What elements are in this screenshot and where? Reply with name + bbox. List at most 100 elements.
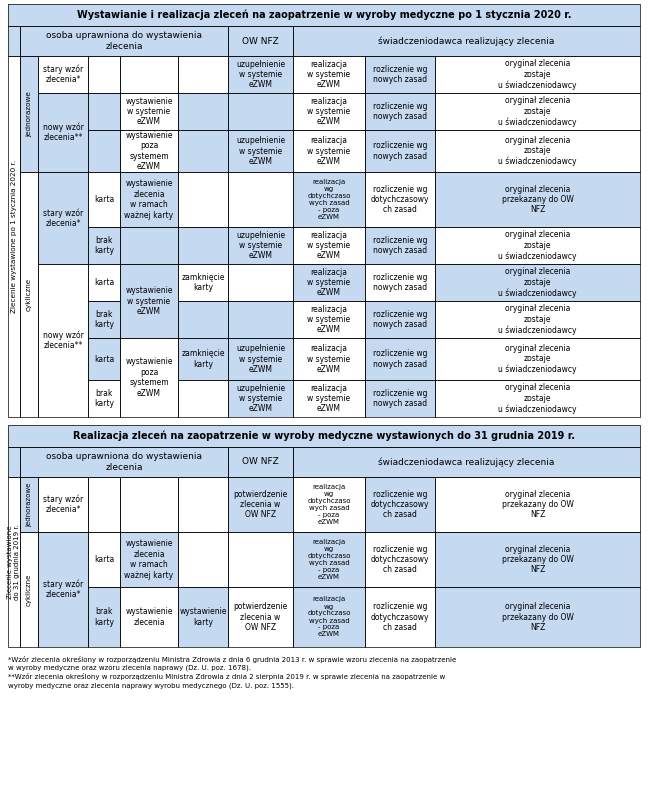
Text: wystawienie
karty: wystawienie karty: [179, 607, 227, 626]
Bar: [293, 338, 365, 380]
Bar: [178, 338, 228, 380]
Bar: [365, 93, 435, 130]
Text: rozliczenie wg
nowych zasad: rozliczenie wg nowych zasad: [373, 65, 427, 84]
Text: osoba uprawniona do wystawienia
zlecenia: osoba uprawniona do wystawienia zlecenia: [46, 32, 202, 51]
Bar: [178, 532, 228, 587]
Text: oryginał zlecenia
przekazany do OW
NFZ: oryginał zlecenia przekazany do OW NFZ: [502, 602, 573, 632]
Bar: [293, 477, 365, 532]
Text: rozliczenie wg
dotychczasowy
ch zasad: rozliczenie wg dotychczasowy ch zasad: [371, 490, 429, 520]
Bar: [120, 338, 178, 417]
Bar: [8, 447, 20, 477]
Bar: [8, 425, 640, 447]
Bar: [365, 301, 435, 338]
Bar: [293, 227, 365, 264]
Bar: [178, 56, 228, 93]
Text: jednorazowe: jednorazowe: [26, 91, 32, 137]
Bar: [20, 447, 228, 477]
Bar: [120, 477, 178, 532]
Bar: [88, 338, 120, 380]
Bar: [38, 264, 88, 417]
Bar: [120, 338, 178, 417]
Bar: [228, 338, 293, 380]
Bar: [88, 532, 120, 587]
Text: brak
karty: brak karty: [94, 389, 114, 408]
Bar: [228, 93, 293, 130]
Bar: [228, 447, 293, 477]
Bar: [365, 532, 435, 587]
Bar: [88, 172, 120, 227]
Bar: [20, 532, 38, 647]
Bar: [228, 587, 293, 647]
Bar: [88, 301, 120, 338]
Text: karta: karta: [94, 354, 114, 364]
Bar: [20, 172, 38, 417]
Bar: [228, 264, 293, 301]
Bar: [435, 532, 640, 587]
Text: uzupełnienie
w systemie
eZWM: uzupełnienie w systemie eZWM: [236, 384, 285, 414]
Bar: [178, 172, 228, 227]
Bar: [435, 172, 640, 227]
Bar: [293, 301, 365, 338]
Bar: [88, 56, 120, 93]
Bar: [435, 587, 640, 647]
Bar: [88, 380, 120, 417]
Text: uzupełnienie
w systemie
eZWM: uzupełnienie w systemie eZWM: [236, 231, 285, 260]
Bar: [120, 172, 178, 227]
Text: Wystawianie i realizacja zleceń na zaopatrzenie w wyroby medyczne po 1 stycznia : Wystawianie i realizacja zleceń na zaopa…: [76, 9, 572, 21]
Bar: [88, 130, 120, 172]
Bar: [293, 380, 365, 417]
Bar: [293, 172, 365, 227]
Bar: [293, 93, 365, 130]
Bar: [293, 264, 365, 301]
Bar: [435, 338, 640, 380]
Bar: [228, 26, 293, 56]
Text: potwierdzenie
zlecenia w
OW NFZ: potwierdzenie zlecenia w OW NFZ: [233, 490, 288, 520]
Bar: [293, 338, 365, 380]
Bar: [293, 587, 365, 647]
Text: rozliczenie wg
nowych zasad: rozliczenie wg nowych zasad: [373, 142, 427, 161]
Bar: [38, 56, 88, 93]
Text: zamknięcie
karty: zamknięcie karty: [181, 273, 225, 292]
Bar: [228, 477, 293, 532]
Text: oryginał zlecenia
zostaje
u świadczeniodawcy: oryginał zlecenia zostaje u świadczeniod…: [498, 344, 577, 374]
Text: nowy wzór
zlecenia**: nowy wzór zlecenia**: [43, 123, 84, 142]
Bar: [120, 264, 178, 338]
Bar: [365, 227, 435, 264]
Bar: [228, 380, 293, 417]
Bar: [435, 93, 640, 130]
Bar: [293, 301, 365, 338]
Bar: [88, 532, 120, 587]
Bar: [228, 301, 293, 338]
Bar: [178, 301, 228, 338]
Bar: [8, 56, 20, 417]
Text: rozliczenie wg
nowych zasad: rozliczenie wg nowych zasad: [373, 236, 427, 255]
Bar: [293, 93, 365, 130]
Text: Zlecenie wystawione po 1 stycznia 2020 r.: Zlecenie wystawione po 1 stycznia 2020 r…: [11, 160, 17, 313]
Bar: [38, 532, 88, 647]
Text: oryginał zlecenia
zostaje
u świadczeniodawcy: oryginał zlecenia zostaje u świadczeniod…: [498, 230, 577, 261]
Text: realizacja
wg
dotychczaso
wych zasad
- poza
eZWM: realizacja wg dotychczaso wych zasad - p…: [307, 484, 351, 525]
Bar: [435, 56, 640, 93]
Bar: [8, 477, 20, 647]
Bar: [88, 172, 120, 227]
Bar: [38, 264, 88, 417]
Text: zamknięcie
karty: zamknięcie karty: [181, 350, 225, 369]
Bar: [38, 93, 88, 172]
Text: świadczeniodawca realizujący zlecenia: świadczeniodawca realizujący zlecenia: [378, 36, 555, 46]
Bar: [38, 172, 88, 264]
Bar: [435, 93, 640, 130]
Bar: [88, 338, 120, 380]
Bar: [8, 425, 640, 647]
Text: wystawienie
zlecenia
w ramach
ważnej karty: wystawienie zlecenia w ramach ważnej kar…: [124, 180, 174, 220]
Bar: [8, 26, 20, 56]
Text: stary wzór
zlecenia*: stary wzór zlecenia*: [43, 494, 83, 514]
Text: *Wzór zlecenia określony w rozporządzeniu Ministra Zdrowia z dnia 6 grudnia 2013: *Wzór zlecenia określony w rozporządzeni…: [8, 656, 456, 689]
Text: rozliczenie wg
nowych zasad: rozliczenie wg nowych zasad: [373, 350, 427, 369]
Bar: [365, 380, 435, 417]
Bar: [178, 172, 228, 227]
Bar: [228, 447, 293, 477]
Bar: [120, 227, 178, 264]
Bar: [435, 264, 640, 301]
Bar: [293, 56, 365, 93]
Bar: [365, 587, 435, 647]
